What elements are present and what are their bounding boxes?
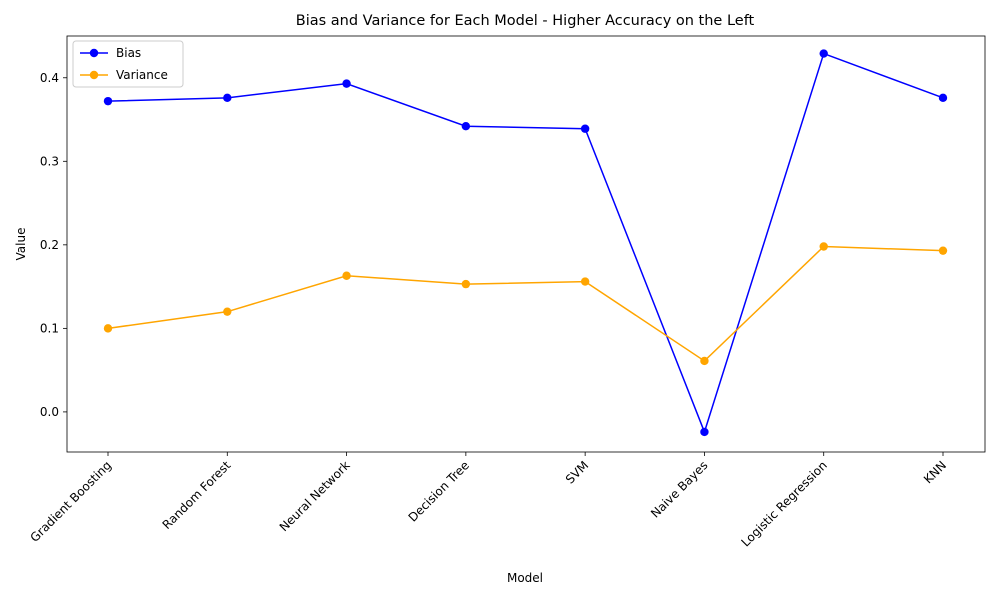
data-point-bias — [819, 49, 828, 58]
x-tick-label: Naive Bayes — [648, 458, 710, 520]
legend-label-variance: Variance — [116, 68, 168, 82]
data-point-variance — [580, 277, 590, 286]
data-point-variance — [819, 242, 828, 251]
x-tick-label: SVM — [563, 458, 591, 486]
x-tick-label: Neural Network — [277, 458, 353, 534]
legend-marker-bias — [89, 48, 99, 58]
y-tick-label: 0.1 — [40, 321, 59, 335]
series-line-bias — [107, 52, 944, 435]
legend-label-bias: Bias — [116, 46, 141, 60]
data-point-variance — [461, 279, 471, 289]
legend: Bias Variance — [72, 40, 184, 88]
y-tick-label: 0.4 — [40, 71, 59, 85]
x-tick-label: KNN — [921, 458, 949, 486]
data-point-variance — [700, 356, 709, 366]
data-point-bias — [938, 93, 948, 103]
x-tick-label: Gradient Boosting — [28, 458, 115, 545]
data-point-bias — [223, 93, 232, 103]
data-point-bias — [580, 124, 590, 133]
data-point-bias — [103, 96, 113, 106]
data-point-variance — [223, 307, 232, 316]
data-point-bias — [700, 427, 709, 437]
chart-title: Bias and Variance for Each Model - Highe… — [296, 13, 755, 29]
x-axis: Gradient Boosting Random Forest Neural Net… — [28, 452, 949, 550]
y-tick-label: 0.0 — [40, 405, 59, 419]
data-point-variance — [342, 271, 351, 280]
data-point-variance — [103, 324, 113, 333]
y-tick-label: 0.3 — [40, 154, 59, 168]
series-layer — [103, 49, 948, 437]
x-tick-label: Random Forest — [160, 458, 234, 532]
data-point-bias — [342, 79, 351, 88]
x-tick-label: Decision Tree — [406, 458, 472, 524]
data-point-bias — [461, 122, 471, 131]
y-axis-label: Value — [14, 228, 28, 261]
plot-frame — [66, 35, 986, 453]
series-line-variance — [107, 245, 944, 362]
y-axis: 0.0 0.1 0.2 0.3 0.4 — [40, 71, 67, 419]
data-point-variance — [938, 246, 948, 255]
x-tick-label: Logistic Regression — [739, 458, 830, 549]
x-axis-label: Model — [507, 571, 543, 585]
y-tick-label: 0.2 — [40, 238, 59, 252]
legend-marker-variance — [89, 70, 99, 80]
